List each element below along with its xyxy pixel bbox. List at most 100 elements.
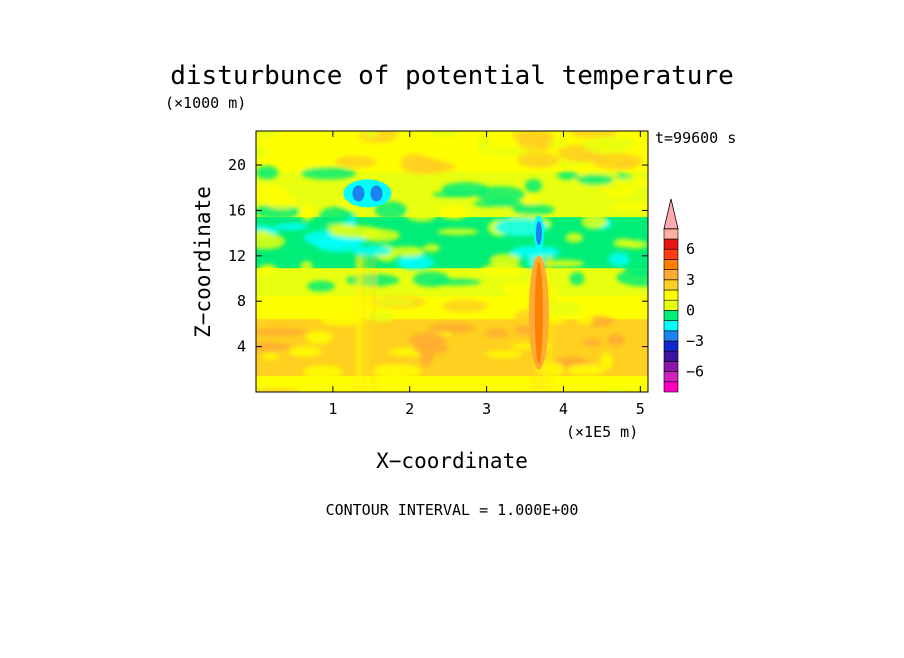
contour-patch (256, 388, 302, 392)
contour-patch (359, 228, 400, 242)
contour-streak (360, 255, 363, 392)
contour-streak (361, 255, 363, 392)
contour-patch (300, 167, 357, 180)
contour-patch (400, 259, 416, 267)
contour-patch (442, 299, 488, 313)
contour-patch (374, 201, 408, 220)
contour-patch (389, 246, 425, 257)
contour-patch (334, 155, 377, 168)
colorbar-label-1: 3 (686, 271, 695, 289)
contour-patch (351, 245, 396, 256)
contour-patch (484, 328, 508, 338)
colorbar-swatch-12 (663, 259, 679, 270)
contour-streak (548, 255, 550, 392)
contour-streak (363, 255, 366, 392)
feature-1 (535, 221, 542, 246)
contour-patch (256, 328, 308, 336)
contour-patch (511, 131, 554, 143)
contour-patch (306, 280, 335, 292)
contour-patch (547, 139, 568, 147)
contour-patch (400, 157, 445, 175)
feature-0-b (370, 185, 383, 202)
contour-patch (256, 233, 285, 250)
colorbar-swatch-1 (663, 371, 679, 383)
contour-patch (436, 228, 479, 235)
colorbar-swatch-14 (663, 238, 679, 250)
colorbar-swatch-9 (663, 289, 679, 301)
contour-patch (476, 186, 525, 204)
contour-patch (423, 244, 440, 253)
contour-patch (602, 388, 632, 392)
plot-frame (255, 130, 649, 393)
contour-patch (576, 316, 595, 325)
contour-patch (524, 178, 542, 193)
contour-patch (489, 253, 521, 268)
x-tick-label-2: 2 (405, 400, 414, 418)
colorbar-label-2: 0 (686, 301, 695, 319)
contour-field (256, 131, 648, 392)
contour-patch (374, 298, 415, 306)
colorbar-swatch-13 (663, 248, 679, 260)
contour-patch (477, 136, 491, 152)
contour-patch (608, 252, 630, 266)
contour-patch (305, 330, 333, 345)
contour-streak (373, 255, 375, 392)
colorbar-swatch-6 (663, 320, 679, 332)
y-tick-label-12: 12 (228, 247, 246, 265)
contour-patch (509, 245, 561, 259)
contour-patch (320, 316, 366, 326)
contour-patch (275, 222, 308, 231)
contour-patch (523, 197, 540, 204)
contour-patch (512, 204, 555, 216)
contour-patch (266, 196, 298, 209)
y-axis-label: Z−coordinate (191, 186, 215, 338)
y-unit-label: (×1000 m) (165, 94, 246, 112)
contour-patch (302, 365, 344, 378)
contour-streak (366, 255, 369, 392)
colorbar-swatch-4 (663, 340, 679, 352)
contour-texture (256, 131, 648, 392)
contour-patch (256, 342, 292, 352)
contour-patch (612, 160, 637, 170)
colorbar-swatch-0 (663, 381, 679, 393)
contour-patch (600, 352, 613, 370)
contour-patch (565, 364, 605, 376)
contour-interval-note: CONTOUR INTERVAL = 1.000E+00 (326, 501, 579, 519)
contour-patch (319, 206, 352, 225)
y-tick-label-20: 20 (228, 156, 246, 174)
contour-patch (366, 310, 395, 322)
contour-streak (357, 255, 359, 392)
y-tick-label-4: 4 (237, 338, 246, 356)
contour-patch (583, 338, 602, 347)
contour-patch (542, 259, 585, 268)
contour-patch (573, 153, 610, 162)
contour-patch (576, 173, 614, 186)
contour-streak (550, 255, 552, 392)
feature-0-a (352, 185, 365, 202)
colorbar-extend-arrow (663, 198, 679, 230)
contour-patch (256, 165, 279, 180)
contour-patch (565, 232, 584, 243)
chart-title: disturbunce of potential temperature (170, 61, 734, 91)
contour-patch (583, 136, 633, 155)
x-tick-label-5: 5 (636, 400, 645, 418)
x-tick-label-4: 4 (559, 400, 568, 418)
contour-patch (613, 238, 635, 248)
contour-patch (288, 346, 322, 357)
x-axis: 1 2 3 4 5 (328, 131, 645, 418)
colorbar-label-4: −6 (686, 363, 704, 381)
contour-patch (361, 131, 379, 138)
contour-patch (484, 350, 523, 359)
contour-patch (256, 131, 281, 139)
contour-patch (569, 271, 585, 286)
contour-patch (300, 204, 315, 221)
contour-patch (609, 202, 648, 211)
contour-streak (355, 255, 358, 392)
contour-patch (256, 204, 301, 219)
contour-patch (370, 364, 422, 379)
contour-patch (429, 131, 460, 138)
colorbar-swatch-11 (663, 269, 679, 281)
contour-streak (372, 255, 374, 392)
